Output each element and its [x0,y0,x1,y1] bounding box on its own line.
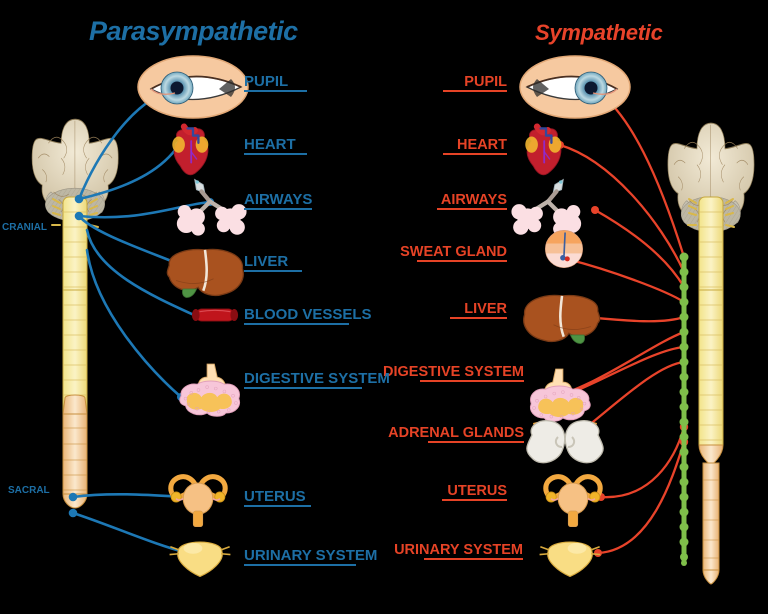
svg-text:AIRWAYS: AIRWAYS [441,192,507,208]
svg-text:ADRENAL GLANDS: ADRENAL GLANDS [388,425,524,441]
svg-text:PUPIL: PUPIL [244,73,288,90]
svg-text:Sympathetic: Sympathetic [535,20,663,45]
svg-text:PUPIL: PUPIL [464,74,507,90]
svg-text:UTERUS: UTERUS [447,483,507,499]
svg-text:SWEAT GLAND: SWEAT GLAND [400,244,507,260]
svg-text:URINARY SYSTEM: URINARY SYSTEM [244,547,377,564]
svg-text:UTERUS: UTERUS [244,488,306,505]
svg-text:CRANIAL: CRANIAL [2,222,47,233]
svg-text:URINARY SYSTEM: URINARY SYSTEM [394,542,523,558]
svg-text:LIVER: LIVER [244,253,288,270]
svg-text:Parasympathetic: Parasympathetic [89,16,298,46]
svg-text:DIGESTIVE SYSTEM: DIGESTIVE SYSTEM [383,364,524,380]
svg-text:SACRAL: SACRAL [8,485,50,496]
svg-text:DIGESTIVE SYSTEM: DIGESTIVE SYSTEM [244,370,390,387]
svg-text:HEART: HEART [244,136,296,153]
svg-text:AIRWAYS: AIRWAYS [244,191,312,208]
svg-text:HEART: HEART [457,137,507,153]
svg-text:LIVER: LIVER [464,301,507,317]
svg-text:BLOOD VESSELS: BLOOD VESSELS [244,306,372,323]
